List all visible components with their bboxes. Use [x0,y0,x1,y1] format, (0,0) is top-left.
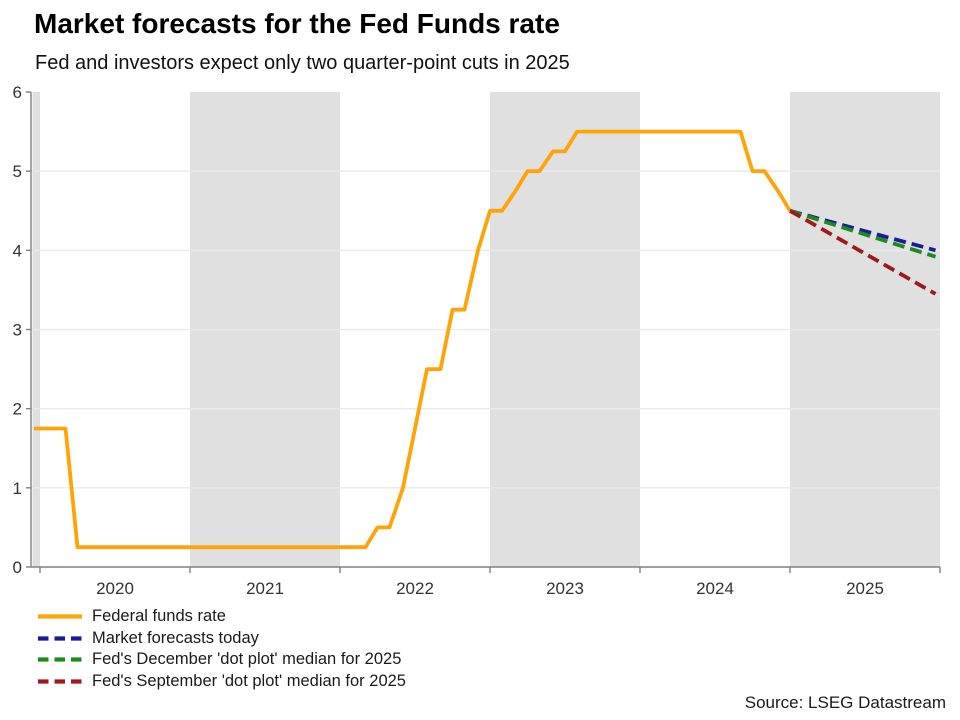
y-tick-label-0: 0 [13,558,22,577]
legend-label: Fed's December 'dot plot' median for 202… [92,650,402,669]
series-line-fed-december-dot-plot-median-2025 [789,208,937,259]
legend-swatch-december-dot-plot [38,657,82,662]
legend-item-market-forecasts-today: Market forecasts today [37,628,406,650]
legend-swatch-federal-funds-rate [38,614,82,619]
y-tick-label-1: 1 [13,479,22,498]
series-line-federal-funds-rate [34,129,792,550]
legend-label: Fed's September 'dot plot' median for 20… [92,671,406,690]
legend-item-september-dot-plot: Fed's September 'dot plot' median for 20… [37,671,406,693]
x-tick-label-2023: 2023 [546,579,584,598]
x-tick-label-2020: 2020 [96,579,134,598]
y-tick-label-2: 2 [13,400,22,419]
x-tick-label-2025: 2025 [846,579,884,598]
fed-funds-line-chart: 0 1 2 3 4 5 6 2020 2021 2022 2023 2024 2025 [13,83,941,598]
legend-label: Market forecasts today [92,628,259,647]
y-tick-label-4: 4 [13,241,22,260]
series-line-fed-september-dot-plot-median-2025 [789,209,937,296]
chart-legend: Federal funds rate Market forecasts toda… [37,606,406,692]
chart-title: Market forecasts for the Fed Funds rate [34,8,560,39]
legend-label: Federal funds rate [92,607,226,626]
x-tick-label-2024: 2024 [696,579,734,598]
y-tick-label-3: 3 [13,321,22,340]
legend-swatch-september-dot-plot [38,679,82,684]
y-tick-label-6: 6 [13,83,22,102]
x-tick-label-2022: 2022 [396,579,434,598]
y-tick-label-5: 5 [13,162,22,181]
legend-item-federal-funds-rate: Federal funds rate [37,606,406,628]
x-tick-label-2021: 2021 [246,579,284,598]
legend-item-december-dot-plot: Fed's December 'dot plot' median for 202… [37,649,406,671]
source-credit: Source: LSEG Datastream [744,693,946,712]
legend-swatch-market-forecasts-today [38,636,82,641]
chart-subtitle: Fed and investors expect only two quarte… [35,52,570,74]
